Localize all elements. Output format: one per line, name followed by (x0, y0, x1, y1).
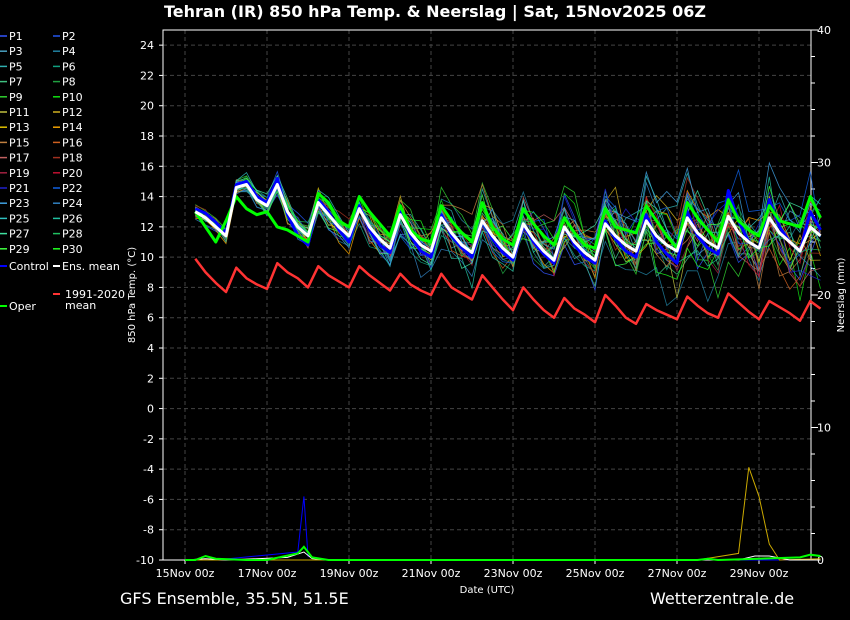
legend-label-p27: P27 (9, 228, 30, 241)
y-tick-label: 10 (140, 251, 154, 264)
legend-label-p2: P2 (62, 30, 76, 43)
y2-tick-label: 40 (817, 24, 831, 37)
y-tick-label: 2 (147, 372, 154, 385)
legend-label-p10: P10 (62, 91, 83, 104)
y2-tick-label: 10 (817, 422, 831, 435)
y-tick-label: -10 (136, 554, 154, 567)
legend-label-p11: P11 (9, 106, 30, 119)
legend-label-climate: 1991-2020 mean (65, 288, 125, 312)
legend-label-p25: P25 (9, 212, 30, 225)
footer-site-name: Wetterzentrale.de (650, 589, 794, 608)
legend-label-p4: P4 (62, 45, 76, 58)
y-tick-label: 16 (140, 160, 154, 173)
ensemble-members (194, 161, 821, 307)
chart-title: Tehran (IR) 850 hPa Temp. & Neerslag | S… (164, 2, 706, 22)
legend-label-p28: P28 (62, 228, 83, 241)
legend-label-p1: P1 (9, 30, 23, 43)
y2-tick-label: 20 (817, 289, 831, 302)
x-tick-label: 25Nov 00z (566, 567, 625, 580)
member-line-p26 (195, 176, 821, 290)
x-tick-label: 21Nov 00z (402, 567, 461, 580)
x-tick-label: 27Nov 00z (648, 567, 707, 580)
x-tick-label: 15Nov 00z (156, 567, 215, 580)
legend-label-oper: Oper (9, 300, 36, 313)
y-tick-label: 14 (140, 191, 154, 204)
y-tick-label: 0 (147, 403, 154, 416)
y-tick-label: 24 (140, 39, 154, 52)
y2-axis-label: Neerslag (mm) (836, 257, 847, 332)
x-tick-label: 23Nov 00z (484, 567, 543, 580)
legend-label-p26: P26 (62, 212, 83, 225)
x-tick-label: 19Nov 00z (320, 567, 379, 580)
series-line-1991-2020-mean (194, 257, 822, 326)
legend-label-p16: P16 (62, 136, 83, 149)
x-axis: 15Nov 00z 17Nov 00z 19Nov 00z 21Nov 00z 23No… (156, 560, 789, 580)
plot-frame (162, 29, 812, 561)
legend-label-p5: P5 (9, 60, 23, 73)
y-tick-label: -4 (143, 463, 154, 476)
y-tick-label: 22 (140, 69, 154, 82)
legend-label-p21: P21 (9, 182, 30, 195)
y-tick-label: -2 (143, 433, 154, 446)
legend-label-mean: Ens. mean (62, 260, 120, 273)
precip-line-p13 (185, 467, 821, 561)
series-line-oper (194, 192, 822, 250)
legend-label-p24: P24 (62, 197, 83, 210)
member-line-p4 (195, 186, 821, 307)
legend-label-p29: P29 (9, 243, 30, 256)
y-tick-label: -8 (143, 524, 154, 537)
legend-label-p13: P13 (9, 121, 30, 134)
legend-label-control: Control (9, 260, 49, 273)
x-axis-label: Date (UTC) (460, 585, 515, 596)
legend-label-p17: P17 (9, 152, 30, 165)
y-axis-label: 850 hPa Temp. (°C) (127, 247, 138, 343)
footer-model-location: GFS Ensemble, 35.5N, 51.5E (120, 589, 349, 608)
legend-label-p19: P19 (9, 167, 30, 180)
legend-label-p20: P20 (62, 167, 83, 180)
precip-line-oper (185, 545, 821, 562)
x-tick-label: 17Nov 00z (238, 567, 297, 580)
legend-label-p3: P3 (9, 45, 23, 58)
y-tick-label: 20 (140, 100, 154, 113)
member-line-p22 (195, 168, 821, 265)
legend-label-p6: P6 (62, 60, 76, 73)
legend-label-p8: P8 (62, 76, 76, 89)
legend-label-p18: P18 (62, 152, 83, 165)
y2-tick-label: 30 (817, 157, 831, 170)
legend-label-p7: P7 (9, 76, 23, 89)
legend-label-p9: P9 (9, 91, 23, 104)
y-tick-label: 18 (140, 130, 154, 143)
legend-label-p12: P12 (62, 106, 83, 119)
main-series (194, 176, 822, 326)
legend-label-p23: P23 (9, 197, 30, 210)
x-tick-label: 29Nov 00z (730, 567, 789, 580)
y-tick-label: 12 (140, 221, 154, 234)
legend-label-p30: P30 (62, 243, 83, 256)
series-line-ens-mean (194, 183, 822, 262)
legend-label-p14: P14 (62, 121, 83, 134)
y-tick-label: -6 (143, 493, 154, 506)
precip-line-control (185, 496, 821, 561)
legend-label-p15: P15 (9, 136, 30, 149)
y-tick-label: 6 (147, 312, 154, 325)
y-tick-label: 4 (147, 342, 154, 355)
legend: P1 P2 P3 P4 P5 P6 P7 P8 P9 P10 P11 P12 P13 P14 P15 P16 P… (0, 30, 125, 313)
y-tick-label: 8 (147, 281, 154, 294)
precipitation-lines (184, 467, 821, 562)
legend-label-p22: P22 (62, 182, 83, 195)
grid (163, 30, 811, 561)
